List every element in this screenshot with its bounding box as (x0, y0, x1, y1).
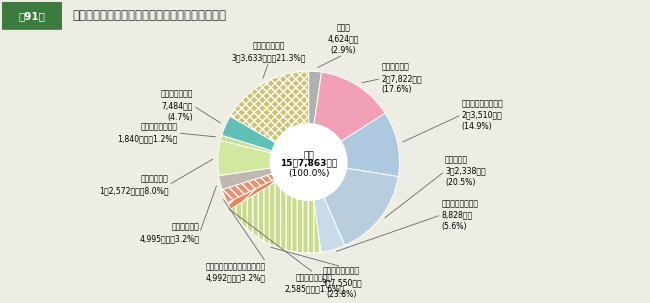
Text: 都道府県支出金
7,484億円
(4.7%): 都道府県支出金 7,484億円 (4.7%) (161, 90, 193, 122)
Text: (100.0%): (100.0%) (288, 168, 330, 178)
Wedge shape (324, 168, 398, 245)
Text: 他会計繰入金
1兆2,572億円（8.0%）: 他会計繰入金 1兆2,572億円（8.0%） (99, 175, 168, 195)
Text: 共同事業交付金
3兆3,633億円（21.3%）: 共同事業交付金 3兆3,633億円（21.3%） (231, 42, 306, 62)
Wedge shape (230, 71, 309, 143)
Text: 療養給付費等負担金
2兆3,510億円
(14.9%): 療養給付費等負担金 2兆3,510億円 (14.9%) (462, 99, 503, 131)
Text: 15兆7,863億円: 15兆7,863億円 (280, 158, 337, 168)
Wedge shape (222, 174, 274, 203)
Text: 療養給付費交付金
1,840億円（1.2%）: 療養給付費交付金 1,840億円（1.2%） (118, 123, 177, 143)
Text: 第91図: 第91図 (19, 11, 46, 21)
Wedge shape (314, 197, 344, 252)
Wedge shape (341, 113, 400, 177)
Text: その他のもの
4,995億円（3.2%）: その他のもの 4,995億円（3.2%） (140, 223, 200, 243)
Wedge shape (231, 182, 321, 253)
Wedge shape (219, 168, 272, 190)
Wedge shape (309, 71, 322, 124)
Wedge shape (218, 140, 272, 176)
Text: 国庫支出金
3兆2,338億円
(20.5%): 国庫支出金 3兆2,338億円 (20.5%) (445, 155, 486, 187)
Text: 財源補填的なもの
2,585億円（1.6%）: 財源補填的なもの 2,585億円（1.6%） (284, 273, 344, 293)
Text: その他
4,624億円
(2.9%): その他 4,624億円 (2.9%) (328, 23, 359, 55)
Text: 保険基盤安定制度に係るもの
4,992億円（3.2%）: 保険基盤安定制度に係るもの 4,992億円（3.2%） (206, 262, 266, 282)
Text: 国民健康保険事業の歳入決算の状況（事業勘定）: 国民健康保険事業の歳入決算の状況（事業勘定） (72, 9, 226, 22)
Wedge shape (220, 135, 272, 153)
Circle shape (270, 124, 347, 200)
FancyBboxPatch shape (2, 2, 62, 30)
Text: 前期高齢者交付金
3兆7,550億円
(23.8%): 前期高齢者交付金 3兆7,550億円 (23.8%) (321, 267, 361, 298)
Wedge shape (227, 179, 276, 209)
Text: 歳入: 歳入 (304, 151, 314, 160)
Wedge shape (222, 116, 276, 151)
Text: 財政調整交付金等
8,828億円
(5.6%): 財政調整交付金等 8,828億円 (5.6%) (441, 199, 478, 231)
Wedge shape (314, 72, 385, 142)
Text: 保険税（料）
2兆7,822億円
(17.6%): 保険税（料） 2兆7,822億円 (17.6%) (382, 62, 422, 95)
